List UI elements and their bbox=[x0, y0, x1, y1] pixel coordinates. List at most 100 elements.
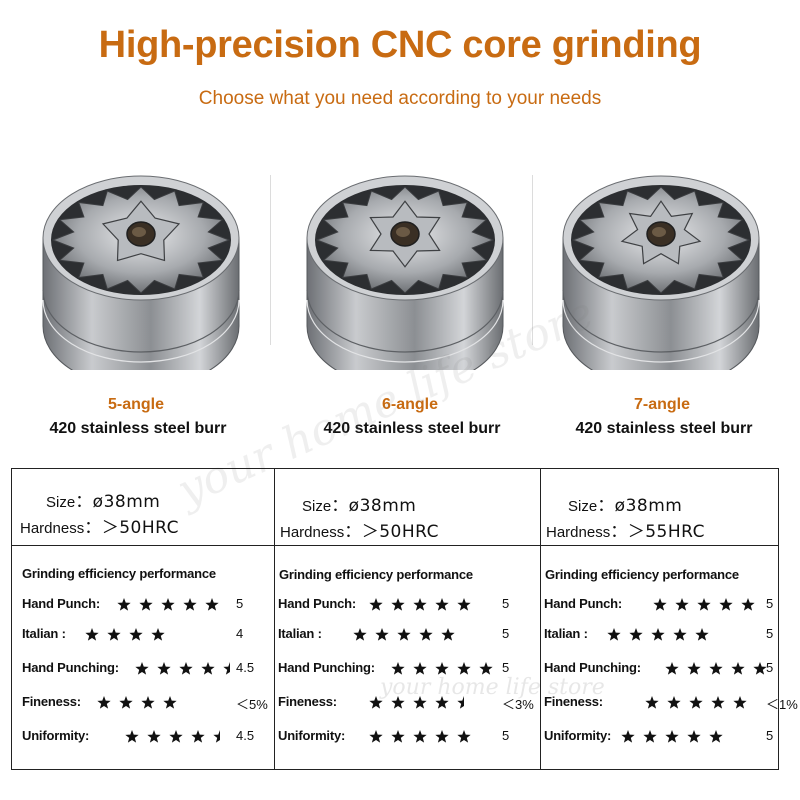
size-spec: Size：ø38mm bbox=[302, 496, 417, 516]
burr-6-angle-icon bbox=[306, 175, 504, 370]
rating-value: 5 bbox=[766, 596, 774, 611]
half-star-icon bbox=[213, 730, 220, 743]
star-rating bbox=[353, 628, 455, 641]
star-icon bbox=[653, 598, 667, 611]
rating-value: 5 bbox=[236, 596, 244, 611]
star-icon bbox=[675, 598, 689, 611]
burr-material-label: 420 stainless steel burr bbox=[323, 420, 501, 437]
burr-angle-label: 6-angle bbox=[381, 396, 438, 413]
half-star-icon bbox=[457, 696, 464, 709]
star-icon bbox=[139, 598, 153, 611]
star-icon bbox=[191, 730, 205, 743]
star-icon bbox=[119, 696, 133, 709]
size-spec: Size：ø38mm bbox=[568, 496, 683, 516]
rating-label: Fineness: bbox=[22, 694, 81, 709]
star-icon bbox=[621, 730, 635, 743]
star-rating bbox=[135, 662, 230, 675]
rating-row: Hand Punching: 5 bbox=[544, 660, 794, 680]
rating-label: Fineness: bbox=[544, 694, 603, 709]
rating-value: ＜1% bbox=[766, 697, 798, 712]
star-icon bbox=[419, 628, 433, 641]
performance-heading: Grinding efficiency performance bbox=[279, 567, 473, 582]
star-icon bbox=[665, 662, 679, 675]
star-icon bbox=[731, 662, 745, 675]
star-icon bbox=[97, 696, 111, 709]
star-rating bbox=[653, 598, 755, 611]
rating-value: 4.5 bbox=[236, 728, 255, 743]
rating-value: 5 bbox=[502, 626, 510, 641]
star-icon bbox=[457, 662, 471, 675]
divider bbox=[532, 175, 533, 345]
hardness-spec: Hardness：＞55HRC bbox=[546, 522, 705, 542]
hardness-spec: Hardness：＞50HRC bbox=[280, 522, 439, 542]
star-icon bbox=[397, 628, 411, 641]
star-icon bbox=[369, 730, 383, 743]
rating-value: ＜3% bbox=[502, 697, 534, 712]
star-icon bbox=[719, 598, 733, 611]
rating-label: Uniformity: bbox=[278, 728, 346, 743]
star-icon bbox=[673, 628, 687, 641]
star-icon bbox=[645, 696, 659, 709]
rating-label: Italian : bbox=[278, 626, 322, 641]
star-rating bbox=[607, 628, 709, 641]
star-icon bbox=[157, 662, 171, 675]
rating-label: Hand Punching: bbox=[22, 660, 119, 675]
rating-label: Hand Punch: bbox=[278, 596, 356, 611]
star-icon bbox=[741, 598, 755, 611]
rating-value: 5 bbox=[502, 660, 510, 675]
star-icon bbox=[643, 730, 657, 743]
star-icon bbox=[667, 696, 681, 709]
star-rating bbox=[369, 730, 471, 743]
star-icon bbox=[135, 662, 149, 675]
rating-value: 5 bbox=[766, 626, 774, 641]
rating-row: Fineness: ＜3% bbox=[278, 694, 534, 714]
rating-row: Italian : 5 bbox=[544, 626, 794, 646]
rating-label: Hand Punch: bbox=[22, 596, 100, 611]
star-icon bbox=[353, 628, 367, 641]
star-icon bbox=[107, 628, 121, 641]
burr-7-angle-icon bbox=[562, 175, 760, 370]
rating-label: Hand Punching: bbox=[544, 660, 641, 675]
star-icon bbox=[435, 696, 449, 709]
rating-value: 4.5 bbox=[236, 660, 255, 675]
star-icon bbox=[169, 730, 183, 743]
star-icon bbox=[205, 598, 219, 611]
burr-material-label: 420 stainless steel burr bbox=[49, 420, 227, 437]
star-icon bbox=[413, 662, 427, 675]
rating-row: Italian : 4 bbox=[22, 626, 272, 646]
star-icon bbox=[183, 598, 197, 611]
burr-material-label: 420 stainless steel burr bbox=[575, 420, 753, 437]
star-rating bbox=[391, 662, 493, 675]
rating-label: Hand Punching: bbox=[278, 660, 375, 675]
rating-row: Hand Punch: 5 bbox=[22, 596, 272, 616]
star-icon bbox=[479, 662, 493, 675]
divider bbox=[270, 175, 271, 345]
rating-row: Uniformity: 5 bbox=[278, 728, 528, 748]
size-spec: Size：ø38mm bbox=[46, 492, 161, 512]
star-icon bbox=[161, 598, 175, 611]
star-icon bbox=[129, 628, 143, 641]
star-icon bbox=[125, 730, 139, 743]
star-icon bbox=[179, 662, 193, 675]
rating-label: Hand Punch: bbox=[544, 596, 622, 611]
star-icon bbox=[391, 662, 405, 675]
star-icon bbox=[753, 662, 767, 675]
rating-row: Hand Punching: 4.5 bbox=[22, 660, 272, 680]
star-icon bbox=[629, 628, 643, 641]
rating-label: Uniformity: bbox=[544, 728, 612, 743]
star-icon bbox=[413, 598, 427, 611]
star-icon bbox=[709, 662, 723, 675]
rating-label: Italian : bbox=[22, 626, 66, 641]
star-icon bbox=[457, 730, 471, 743]
star-icon bbox=[607, 628, 621, 641]
watermark: your home life store bbox=[380, 675, 605, 700]
star-icon bbox=[435, 598, 449, 611]
burr-5-angle-icon bbox=[42, 175, 240, 370]
star-icon bbox=[375, 628, 389, 641]
rating-row: Uniformity: 5 bbox=[544, 728, 794, 748]
star-icon bbox=[151, 628, 165, 641]
star-icon bbox=[391, 696, 405, 709]
performance-heading: Grinding efficiency performance bbox=[22, 566, 216, 581]
burr-angle-label: 5-angle bbox=[107, 396, 164, 413]
star-icon bbox=[689, 696, 703, 709]
